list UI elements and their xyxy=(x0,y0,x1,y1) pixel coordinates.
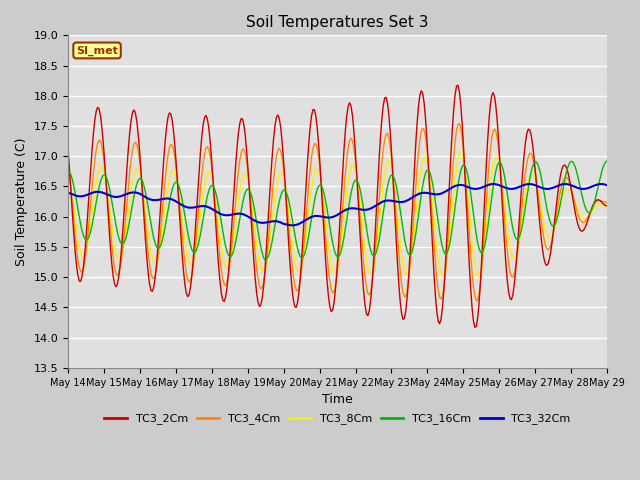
X-axis label: Time: Time xyxy=(322,393,353,406)
TC3_16Cm xyxy=(600,161,608,167)
TC3_8Cm xyxy=(342,202,349,207)
TC3_8Cm xyxy=(83,248,90,253)
TC3_32Cm xyxy=(83,192,90,198)
TC3_32Cm xyxy=(343,206,351,212)
TC3_8Cm xyxy=(64,168,72,174)
TC3_32Cm xyxy=(489,181,497,187)
TC3_8Cm xyxy=(449,204,456,210)
TC3_16Cm xyxy=(530,160,538,166)
Text: SI_met: SI_met xyxy=(76,45,118,56)
TC3_16Cm xyxy=(83,237,90,243)
TC3_4Cm xyxy=(456,120,463,126)
Line: TC3_16Cm: TC3_16Cm xyxy=(68,161,607,260)
Line: TC3_2Cm: TC3_2Cm xyxy=(68,85,607,327)
TC3_2Cm xyxy=(99,139,107,145)
Title: Soil Temperatures Set 3: Soil Temperatures Set 3 xyxy=(246,15,429,30)
TC3_2Cm xyxy=(531,168,539,174)
TC3_2Cm xyxy=(83,231,90,237)
TC3_8Cm xyxy=(475,274,483,280)
TC3_32Cm xyxy=(450,184,458,190)
TC3_4Cm xyxy=(99,152,107,157)
TC3_4Cm xyxy=(604,200,611,205)
Y-axis label: Soil Temperature (C): Soil Temperature (C) xyxy=(15,137,28,266)
TC3_2Cm xyxy=(342,128,349,134)
TC3_4Cm xyxy=(83,247,90,253)
TC3_4Cm xyxy=(472,298,480,303)
TC3_8Cm xyxy=(531,176,539,182)
TC3_2Cm xyxy=(604,203,611,209)
TC3_2Cm xyxy=(64,146,72,152)
TC3_2Cm xyxy=(449,127,456,133)
TC3_8Cm xyxy=(99,167,107,173)
TC3_32Cm xyxy=(604,182,611,188)
TC3_8Cm xyxy=(604,201,611,207)
TC3_16Cm xyxy=(64,168,72,174)
TC3_4Cm xyxy=(602,199,609,205)
TC3_2Cm xyxy=(602,203,609,208)
TC3_2Cm xyxy=(454,82,462,88)
TC3_32Cm xyxy=(99,190,107,196)
TC3_32Cm xyxy=(289,222,297,228)
TC3_32Cm xyxy=(602,182,609,188)
Line: TC3_32Cm: TC3_32Cm xyxy=(68,184,607,225)
TC3_16Cm xyxy=(604,158,611,164)
TC3_16Cm xyxy=(450,215,458,220)
TC3_16Cm xyxy=(343,217,351,223)
Legend: TC3_2Cm, TC3_4Cm, TC3_8Cm, TC3_16Cm, TC3_32Cm: TC3_2Cm, TC3_4Cm, TC3_8Cm, TC3_16Cm, TC3… xyxy=(100,409,575,429)
TC3_16Cm xyxy=(261,257,269,263)
TC3_4Cm xyxy=(342,171,349,177)
Line: TC3_8Cm: TC3_8Cm xyxy=(68,153,607,277)
TC3_2Cm xyxy=(471,324,479,330)
TC3_8Cm xyxy=(602,201,609,206)
TC3_4Cm xyxy=(449,172,456,178)
TC3_4Cm xyxy=(64,155,72,161)
TC3_4Cm xyxy=(531,169,539,175)
TC3_8Cm xyxy=(457,150,465,156)
TC3_16Cm xyxy=(99,172,107,178)
TC3_32Cm xyxy=(64,190,72,195)
Line: TC3_4Cm: TC3_4Cm xyxy=(68,123,607,300)
TC3_32Cm xyxy=(531,182,539,188)
